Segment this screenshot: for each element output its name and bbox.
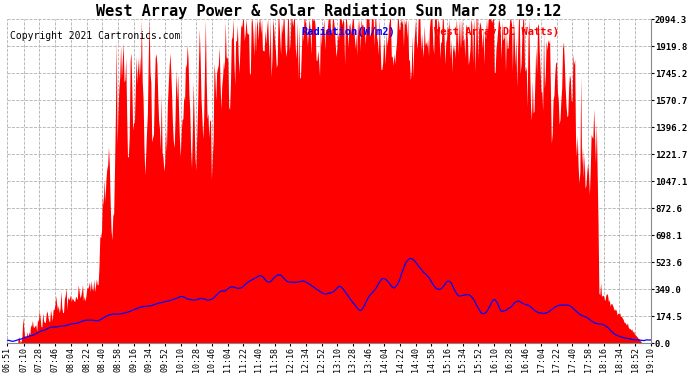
Text: Radiation(W/m2): Radiation(W/m2) bbox=[302, 27, 395, 37]
Text: Copyright 2021 Cartronics.com: Copyright 2021 Cartronics.com bbox=[10, 32, 181, 41]
Title: West Array Power & Solar Radiation Sun Mar 28 19:12: West Array Power & Solar Radiation Sun M… bbox=[97, 3, 562, 19]
Text: West Array(DC Watts): West Array(DC Watts) bbox=[434, 27, 559, 37]
